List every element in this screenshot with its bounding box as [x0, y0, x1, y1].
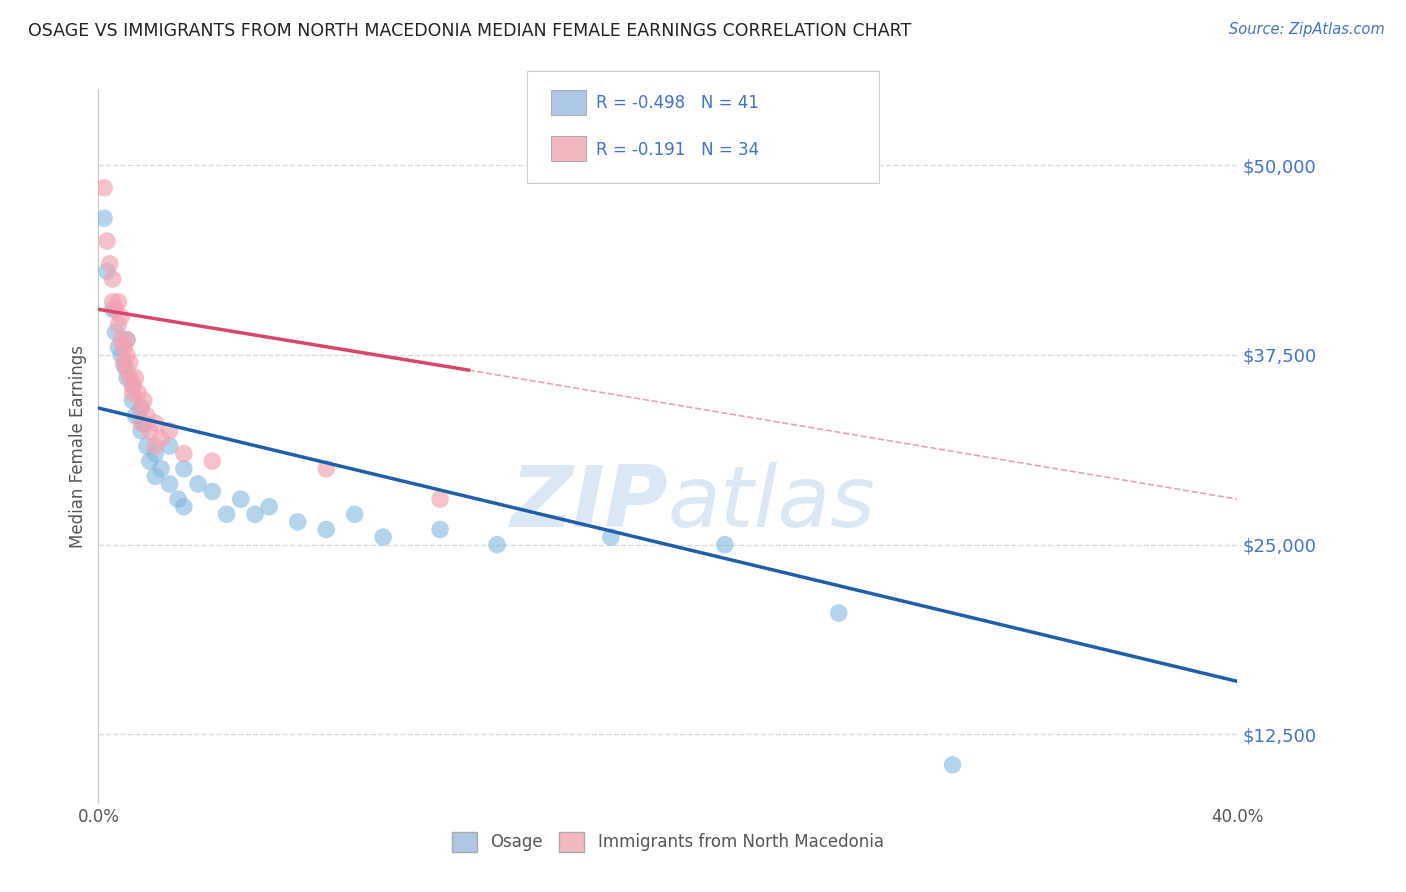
Point: [942, 757, 965, 772]
Y-axis label: Median Female Earnings: Median Female Earnings: [69, 344, 87, 548]
Point: [173, 462, 195, 476]
Point: [112, 359, 135, 373]
Point: [828, 606, 851, 620]
Point: [132, 393, 155, 408]
Point: [150, 431, 173, 445]
Point: [96, 234, 118, 248]
Point: [129, 401, 152, 415]
Text: atlas: atlas: [668, 461, 876, 545]
Point: [138, 454, 160, 468]
Point: [343, 508, 366, 522]
Point: [121, 385, 143, 400]
Point: [145, 416, 167, 430]
Point: [115, 370, 138, 384]
Point: [229, 492, 252, 507]
Point: [107, 340, 129, 354]
Point: [201, 454, 224, 468]
Point: [101, 272, 124, 286]
Point: [132, 416, 155, 430]
Text: R = -0.498   N = 41: R = -0.498 N = 41: [596, 95, 759, 112]
Point: [145, 469, 167, 483]
Point: [129, 401, 152, 415]
Point: [145, 439, 167, 453]
Point: [201, 484, 224, 499]
Point: [127, 385, 149, 400]
Point: [110, 333, 132, 347]
Point: [429, 523, 451, 537]
Text: R = -0.191   N = 34: R = -0.191 N = 34: [596, 141, 759, 159]
Point: [107, 318, 129, 332]
Text: OSAGE VS IMMIGRANTS FROM NORTH MACEDONIA MEDIAN FEMALE EARNINGS CORRELATION CHAR: OSAGE VS IMMIGRANTS FROM NORTH MACEDONIA…: [28, 22, 911, 40]
Point: [287, 515, 309, 529]
Point: [124, 409, 146, 423]
Point: [135, 439, 157, 453]
Point: [135, 409, 157, 423]
Point: [714, 538, 737, 552]
Point: [115, 348, 138, 362]
Point: [110, 348, 132, 362]
Point: [107, 294, 129, 309]
Point: [243, 508, 266, 522]
Point: [159, 439, 181, 453]
Point: [118, 355, 141, 369]
Point: [112, 340, 135, 354]
Point: [145, 447, 167, 461]
Point: [215, 508, 238, 522]
Point: [315, 462, 337, 476]
Point: [101, 294, 124, 309]
Point: [159, 477, 181, 491]
Point: [115, 333, 138, 347]
Point: [104, 302, 127, 317]
Point: [96, 264, 118, 278]
Point: [259, 500, 281, 514]
Point: [104, 325, 127, 339]
Point: [187, 477, 209, 491]
Point: [486, 538, 509, 552]
Point: [112, 355, 135, 369]
Point: [118, 370, 141, 384]
Point: [600, 530, 623, 544]
Point: [98, 257, 121, 271]
Point: [429, 492, 451, 507]
Point: [159, 424, 181, 438]
Point: [121, 378, 143, 392]
Point: [373, 530, 395, 544]
Point: [124, 370, 146, 384]
Point: [138, 424, 160, 438]
Point: [167, 492, 190, 507]
Point: [150, 462, 173, 476]
Point: [115, 363, 138, 377]
Point: [121, 393, 143, 408]
Point: [121, 378, 143, 392]
Point: [173, 500, 195, 514]
Point: [315, 523, 337, 537]
Point: [101, 302, 124, 317]
Point: [129, 424, 152, 438]
Point: [173, 447, 195, 461]
Point: [129, 416, 152, 430]
Text: ZIP: ZIP: [510, 461, 668, 545]
Legend: Osage, Immigrants from North Macedonia: Osage, Immigrants from North Macedonia: [446, 825, 890, 859]
Point: [93, 181, 115, 195]
Text: Source: ZipAtlas.com: Source: ZipAtlas.com: [1229, 22, 1385, 37]
Point: [93, 211, 115, 226]
Point: [115, 333, 138, 347]
Point: [110, 310, 132, 324]
